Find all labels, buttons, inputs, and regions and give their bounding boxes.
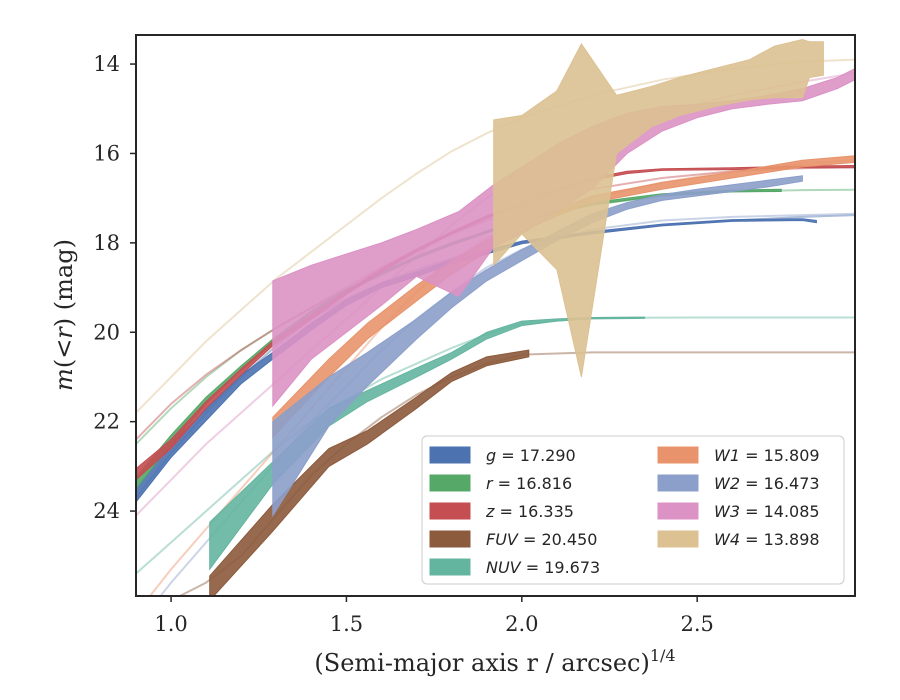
y-tick-label: 24 <box>93 499 120 523</box>
legend-swatch-w4 <box>657 530 699 548</box>
legend-label-w1: W1 = 15.809 <box>714 446 820 465</box>
legend-label-fuv: FUV = 20.450 <box>486 530 597 549</box>
legend-box <box>421 435 845 585</box>
legend-label-w4: W4 = 13.898 <box>714 530 820 549</box>
legend-label-w2: W2 = 16.473 <box>714 474 820 493</box>
legend-label-w3: W3 = 14.085 <box>714 502 820 521</box>
x-tick-label: 2.5 <box>680 612 713 636</box>
profile-bands <box>136 38 855 596</box>
legend-label-nuv: NUV = 19.673 <box>486 558 600 577</box>
legend-swatch-w1 <box>657 446 699 464</box>
legend-swatch-nuv <box>429 558 471 576</box>
y-axis-label-text: m(<r) (mag) <box>50 239 78 391</box>
y-tick-label: 18 <box>93 231 120 255</box>
legend-swatch-fuv <box>429 530 471 548</box>
x-tick-label: 1.5 <box>330 612 363 636</box>
y-axis-label: m(<r) (mag) <box>50 239 78 391</box>
x-axis-label: (Semi-major axis r / arcsec)1/4 <box>314 646 675 677</box>
y-axis-ticks: 14 16 18 20 22 24 <box>93 52 136 523</box>
legend-label-g: g = 17.290 <box>486 446 576 465</box>
legend-swatch-r <box>429 474 471 492</box>
legend-swatch-g <box>429 446 471 464</box>
y-tick-label: 20 <box>93 320 120 344</box>
y-tick-label: 14 <box>93 52 120 76</box>
plot-frame <box>135 34 856 597</box>
legend-swatch-w3 <box>657 502 699 520</box>
legend-swatch-w2 <box>657 474 699 492</box>
x-tick-label: 2.0 <box>505 612 538 636</box>
legend: g = 17.290 r = 16.816 z = 16.335 FUV = 20.4… <box>421 435 845 585</box>
x-axis-ticks: 1.0 1.5 2.0 2.5 <box>154 596 714 636</box>
legend-label-r: r = 16.816 <box>486 474 572 493</box>
legend-label-z: z = 16.335 <box>485 502 574 521</box>
x-tick-label: 1.0 <box>154 612 187 636</box>
y-tick-label: 22 <box>93 410 120 434</box>
profile-band-fuv <box>209 349 530 596</box>
y-tick-label: 16 <box>93 141 120 165</box>
legend-swatch-z <box>429 502 471 520</box>
profile-band-w4 <box>493 38 824 378</box>
